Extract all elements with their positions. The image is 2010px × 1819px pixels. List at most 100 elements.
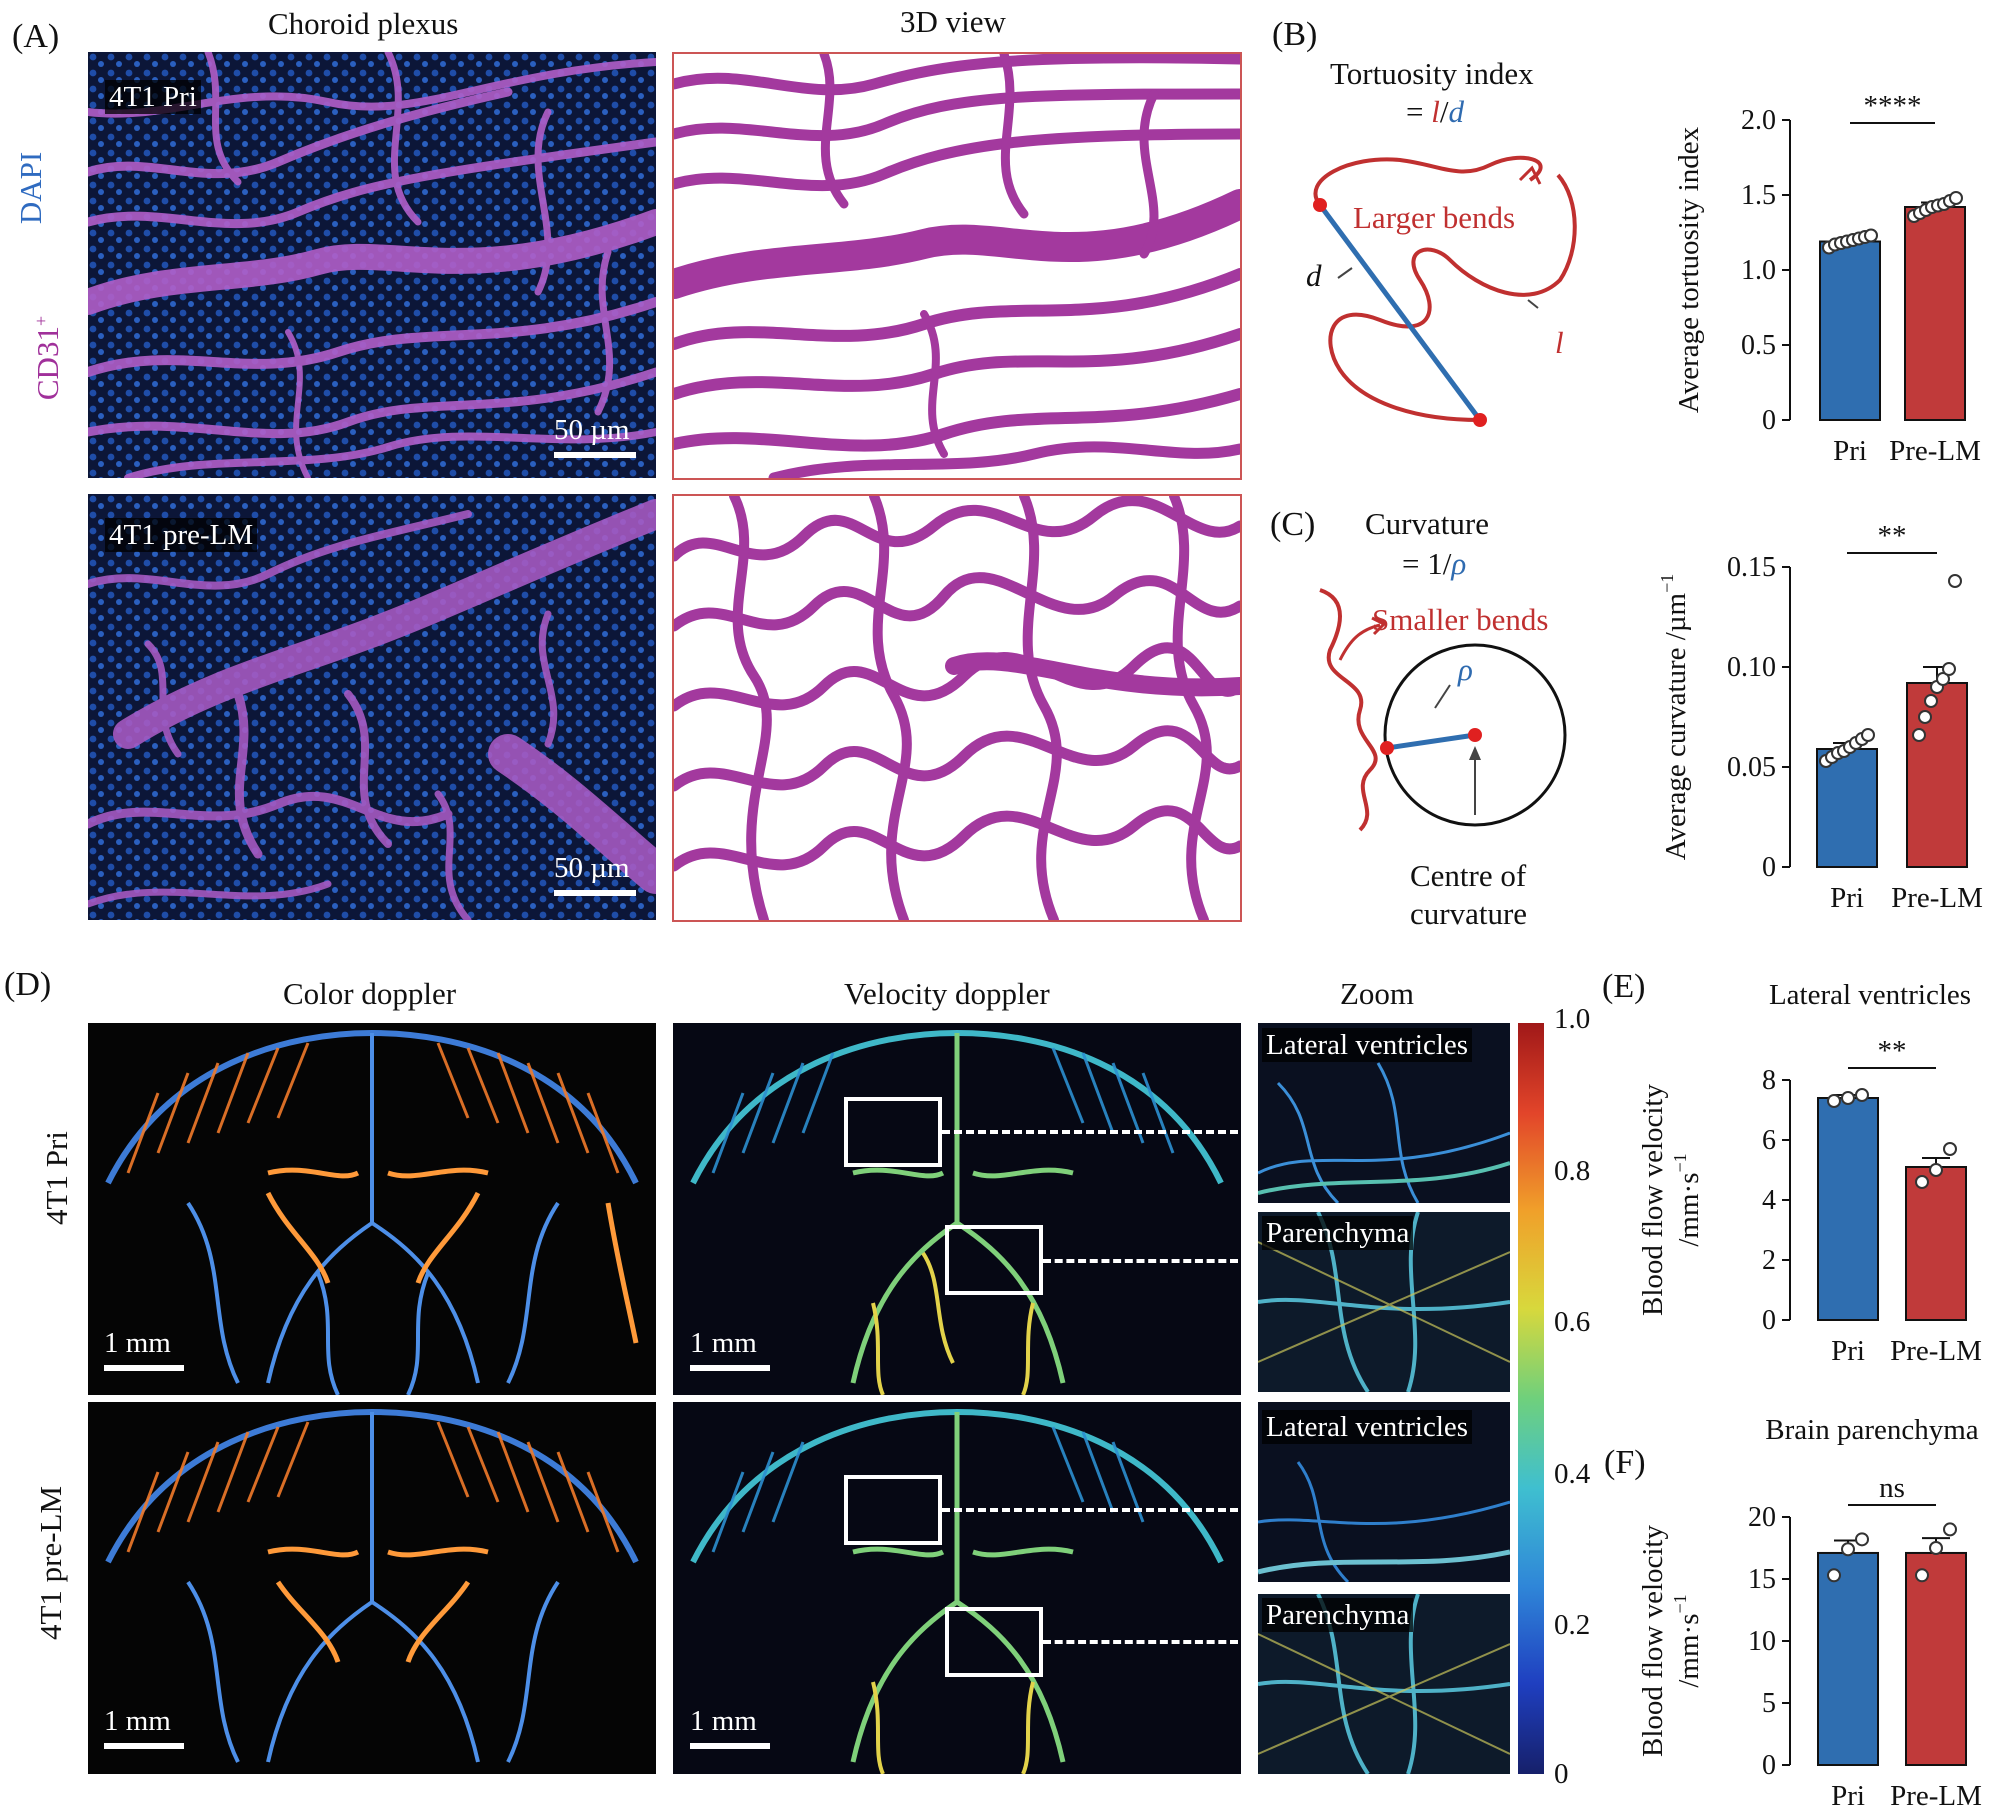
- data-point: [1924, 694, 1938, 708]
- y-axis-label: /mm·s−1: [1670, 1594, 1705, 1687]
- x-tick-label: Pri: [1830, 882, 1864, 914]
- curvature-diagram: [1319, 588, 1567, 832]
- data-point: [1912, 728, 1926, 742]
- data-point: [1861, 728, 1875, 742]
- x-tick-label: Pre-LM: [1890, 1780, 1982, 1812]
- panel-a-col2-title: 3D view: [900, 4, 1006, 39]
- zoom-box-lateral: [844, 1097, 942, 1167]
- data-point: [1827, 1568, 1841, 1583]
- velocity-colorbar: [1518, 1023, 1544, 1774]
- scale-label: 1 mm: [104, 1705, 171, 1737]
- colorbar-tick: 0: [1554, 1758, 1569, 1790]
- x-tick-label: Pri: [1833, 435, 1867, 467]
- bar: [1817, 1097, 1879, 1321]
- lateral-velocity-chart: Lateral ventricles 0 2 4 6 8 Blood flow veloci…: [1640, 979, 1982, 1367]
- choroid-plexus-prelm-image: [88, 494, 656, 920]
- bar: [1905, 1166, 1967, 1321]
- data-point: [1915, 1568, 1929, 1583]
- centre-label-line1: Centre of: [1410, 858, 1527, 893]
- colorbar-tick: 0.6: [1554, 1306, 1591, 1338]
- y-tick-label: 0.05: [1727, 752, 1776, 783]
- significance-label: ns: [1879, 1472, 1905, 1504]
- y-axis-label: Average curvature /µm−1: [1657, 574, 1692, 861]
- cd31-stain-label: CD31+: [30, 315, 66, 401]
- zoom-tag: Lateral ventricles: [1262, 1410, 1473, 1444]
- y-tick-label: 0.5: [1741, 330, 1776, 361]
- color-doppler-prelm-image: [88, 1402, 656, 1774]
- zoom-connector: [942, 1130, 1238, 1134]
- data-point: [1929, 1541, 1943, 1555]
- y-tick-label: 8: [1762, 1065, 1776, 1096]
- y-tick-label: 2.0: [1741, 105, 1776, 136]
- data-point: [1936, 672, 1950, 686]
- data-point: [1915, 1175, 1929, 1189]
- 3d-view-prelm-image: [672, 494, 1242, 922]
- data-point: [1918, 710, 1932, 724]
- y-tick-label: 1.0: [1741, 255, 1776, 286]
- parenchyma-velocity-chart: Brain parenchyma 0 5 10 15 20 Blood flow veloc…: [1640, 1414, 1982, 1812]
- curvature-chart: 0 0.05 0.10 0.15 Average curvature /µm−1 Pri P…: [1657, 525, 1983, 914]
- x-tick-label: Pre-LM: [1890, 1335, 1982, 1367]
- bar: [1904, 206, 1966, 421]
- velocity-doppler-title: Velocity doppler: [844, 976, 1050, 1011]
- y-tick-label: 6: [1762, 1125, 1776, 1156]
- y-tick-label: 0.15: [1727, 552, 1776, 583]
- x-tick-label: Pri: [1831, 1780, 1865, 1812]
- scale-label: 50 µm: [554, 414, 630, 446]
- centre-label-line2: curvature: [1410, 896, 1528, 931]
- x-tick-label: Pre-LM: [1891, 882, 1983, 914]
- l-label: l: [1555, 325, 1564, 360]
- data-point: [1943, 1522, 1957, 1537]
- tortuosity-diagram: [1313, 155, 1577, 427]
- zoom-tag: Parenchyma: [1262, 1598, 1414, 1632]
- y-axis-label: Blood flow velocity: [1640, 1525, 1669, 1757]
- scale-bar: [554, 890, 636, 896]
- data-point: [1841, 1542, 1855, 1557]
- scale-bar: [104, 1365, 184, 1371]
- y-tick-label: 0.10: [1727, 652, 1776, 683]
- significance-label: **: [1878, 525, 1907, 552]
- larger-bends-label: Larger bends: [1353, 200, 1516, 235]
- tortuosity-equation: = l/d: [1406, 94, 1464, 129]
- scale-bar: [104, 1743, 184, 1749]
- scale-label: 1 mm: [690, 1705, 757, 1737]
- data-point: [1942, 662, 1956, 676]
- scale-label: 1 mm: [690, 1327, 757, 1359]
- panel-e-letter: (E): [1602, 968, 1646, 1005]
- choroid-plexus-pri-image: [88, 52, 656, 478]
- data-point: [1929, 1163, 1943, 1177]
- data-point: [1855, 1088, 1869, 1102]
- d-label: d: [1306, 258, 1322, 293]
- colorbar-tick: 0.8: [1554, 1155, 1591, 1187]
- row-label-pri: 4T1 Pri: [38, 1131, 74, 1225]
- significance-label: **: [1878, 1035, 1907, 1067]
- data-point: [1827, 1094, 1841, 1108]
- zoom-connector: [1043, 1640, 1238, 1644]
- y-tick-label: 2: [1762, 1245, 1776, 1276]
- curvature-title: Curvature: [1365, 506, 1489, 541]
- 3d-view-pri-image: [672, 52, 1242, 480]
- velocity-doppler-prelm-image: [673, 1402, 1241, 1774]
- panel-c-letter: (C): [1270, 506, 1316, 543]
- smaller-bends-label: Smaller bends: [1372, 602, 1549, 637]
- scale-bar: [690, 1365, 770, 1371]
- zoom-tag: Parenchyma: [1262, 1216, 1414, 1250]
- panel-d-letter: (D): [4, 966, 52, 1003]
- chart-title: Lateral ventricles: [1769, 979, 1971, 1011]
- zoom-box-parenchyma: [945, 1607, 1043, 1677]
- y-tick-label: 4: [1762, 1185, 1776, 1216]
- significance-label: ****: [1864, 90, 1922, 122]
- y-tick-label: 0: [1762, 1750, 1776, 1781]
- y-tick-label: 0: [1762, 405, 1776, 436]
- data-point: [1949, 191, 1963, 205]
- scale-bar: [554, 452, 636, 458]
- y-axis-label: /mm·s−1: [1670, 1153, 1705, 1246]
- y-axis-label-sup: −1: [1670, 1153, 1690, 1172]
- y-tick-label: 0: [1762, 852, 1776, 883]
- y-tick-label: 5: [1762, 1688, 1776, 1719]
- data-point: [1948, 574, 1962, 588]
- dapi-stain-label: DAPI: [13, 151, 49, 225]
- y-axis-label-sup: −1: [1657, 574, 1677, 593]
- velocity-doppler-pri-image: [673, 1023, 1241, 1395]
- zoom-title: Zoom: [1340, 976, 1415, 1011]
